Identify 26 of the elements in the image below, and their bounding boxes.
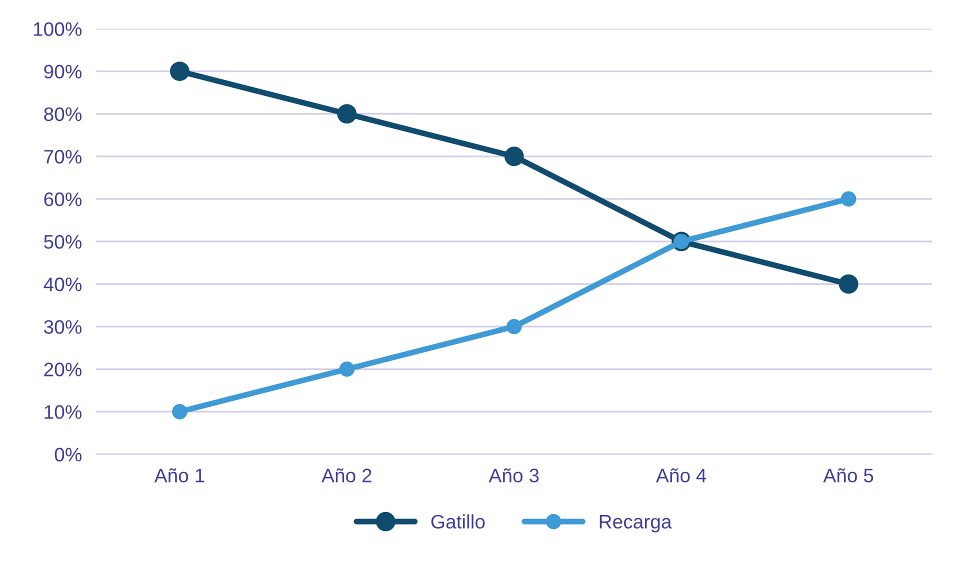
y-tick-label: 20% [44, 362, 82, 376]
y-tick-label: 70% [44, 150, 82, 164]
y-tick-label: 30% [44, 320, 82, 334]
y-tick-label: 60% [44, 192, 82, 206]
point [170, 62, 190, 82]
y-tick-label: 10% [44, 405, 82, 419]
x-tick-label: Año 4 [656, 468, 706, 482]
x-tick-label: Año 1 [154, 468, 204, 482]
y-tick-label: 90% [44, 64, 82, 79]
point [838, 274, 858, 294]
legend-label: Gatillo [431, 514, 485, 529]
point [337, 104, 357, 124]
point [339, 362, 355, 377]
y-tick-label: 50% [44, 234, 82, 249]
y-tick-label: 80% [44, 107, 82, 122]
y-tick-label: 100% [34, 22, 82, 36]
point [504, 146, 524, 166]
y-tick-label: 40% [44, 278, 82, 292]
point [172, 404, 188, 420]
legend-label: Recarga [600, 515, 672, 532]
x-tick-label: Año 5 [823, 468, 874, 482]
x-tick-label: Año 2 [322, 468, 372, 482]
y-tick-label: 0% [54, 448, 82, 462]
point [840, 191, 856, 207]
point [506, 318, 522, 334]
x-tick-label: Año 3 [488, 468, 539, 482]
